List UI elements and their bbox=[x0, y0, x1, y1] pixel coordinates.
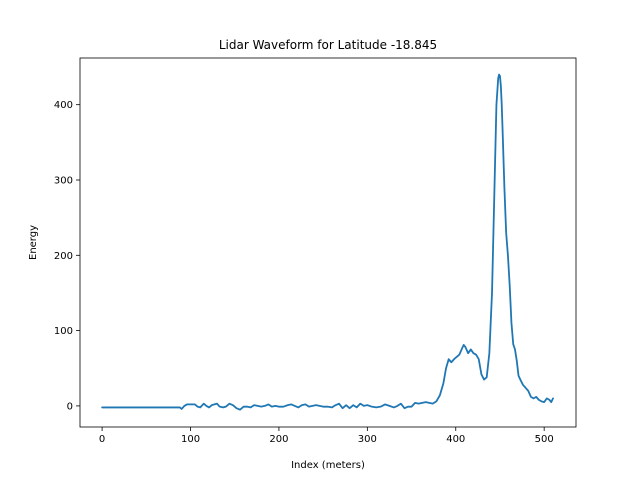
x-tick-label: 300 bbox=[358, 434, 377, 445]
x-tick-label: 500 bbox=[535, 434, 554, 445]
y-axis-label: Energy bbox=[28, 225, 39, 260]
x-tick-label: 100 bbox=[181, 434, 200, 445]
y-tick-label: 200 bbox=[54, 251, 73, 262]
x-tick-label: 200 bbox=[269, 434, 288, 445]
x-tick-label: 0 bbox=[99, 434, 105, 445]
y-tick-label: 400 bbox=[54, 100, 73, 111]
chart-title: Lidar Waveform for Latitude -18.845 bbox=[219, 38, 437, 52]
y-tick-label: 300 bbox=[54, 175, 73, 186]
y-axis-ticks: 0 100 200 300 400 bbox=[54, 100, 80, 412]
plot-frame bbox=[79, 57, 577, 428]
x-axis-ticks: 0 100 200 300 400 500 bbox=[99, 427, 554, 445]
series-layer bbox=[101, 73, 554, 411]
x-tick-label: 400 bbox=[446, 434, 465, 445]
y-tick-label: 0 bbox=[67, 401, 73, 412]
y-tick-label: 100 bbox=[54, 326, 73, 337]
series-line-0 bbox=[101, 73, 554, 411]
x-axis-label: Index (meters) bbox=[291, 460, 365, 471]
